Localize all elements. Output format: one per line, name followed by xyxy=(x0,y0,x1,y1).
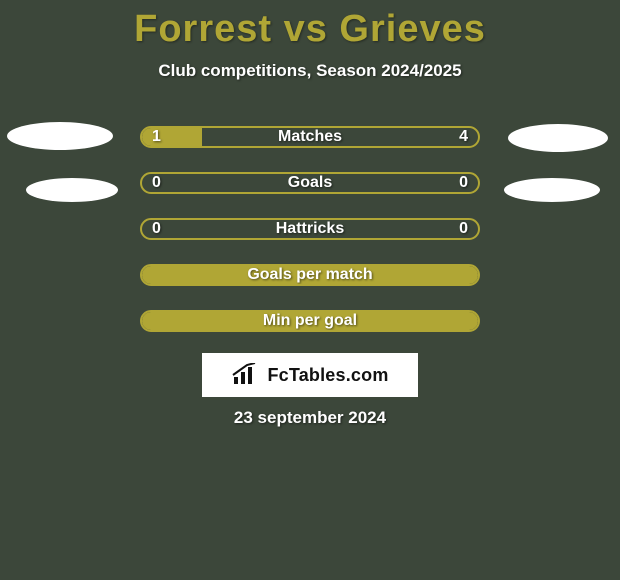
date-label: 23 september 2024 xyxy=(0,408,620,428)
player-left-avatar xyxy=(7,122,113,150)
stat-bar-full xyxy=(142,266,478,284)
stat-label: Goals xyxy=(142,174,478,192)
player-right-avatar xyxy=(508,124,608,152)
source-logo: FcTables.com xyxy=(202,353,418,397)
team-left-logo xyxy=(26,178,118,202)
stat-value-left: 1 xyxy=(152,128,161,146)
stat-value-right: 0 xyxy=(459,174,468,192)
page-title: Forrest vs Grieves xyxy=(0,0,620,51)
stat-row-goals-per-match: Goals per match xyxy=(140,264,480,286)
stat-label: Hattricks xyxy=(142,220,478,238)
stat-row-min-per-goal: Min per goal xyxy=(140,310,480,332)
stat-bar-full xyxy=(142,312,478,330)
chart-icon xyxy=(231,363,261,387)
page-subtitle: Club competitions, Season 2024/2025 xyxy=(0,61,620,81)
stat-value-left: 0 xyxy=(152,174,161,192)
stat-value-right: 4 xyxy=(459,128,468,146)
stat-value-right: 0 xyxy=(459,220,468,238)
team-right-logo xyxy=(504,178,600,202)
source-logo-text: FcTables.com xyxy=(267,365,388,386)
stat-row-hattricks: 0 Hattricks 0 xyxy=(140,218,480,240)
stat-value-left: 0 xyxy=(152,220,161,238)
stat-rows: 1 Matches 4 0 Goals 0 0 Hattricks 0 Goal… xyxy=(140,126,480,356)
stat-row-matches: 1 Matches 4 xyxy=(140,126,480,148)
stat-row-goals: 0 Goals 0 xyxy=(140,172,480,194)
